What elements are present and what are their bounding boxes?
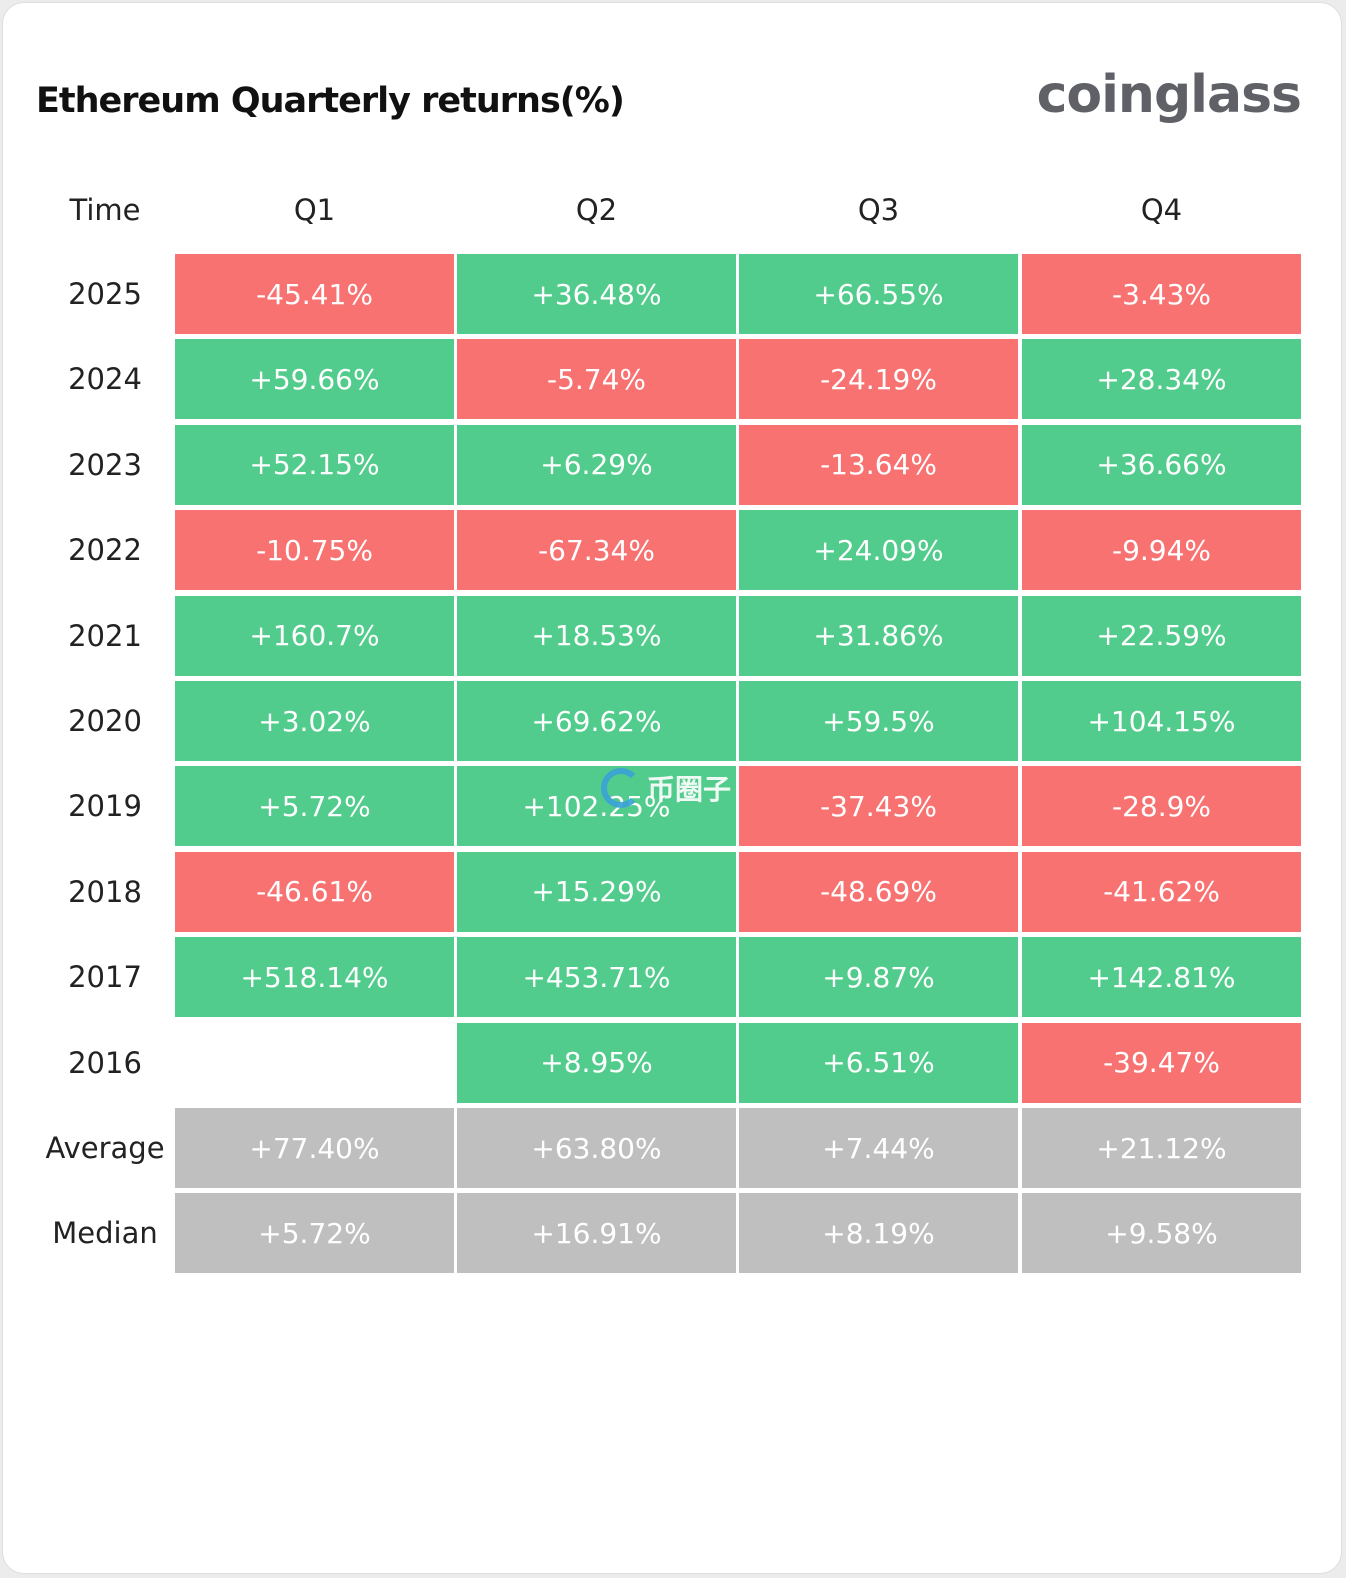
column-header: Q3 (857, 193, 900, 227)
row-label: 2022 (68, 533, 142, 568)
return-cell: -37.43% (739, 766, 1018, 847)
return-cell: +15.29% (457, 851, 736, 932)
return-cell: -13.64% (739, 424, 1018, 505)
watermark: 币圈子 (601, 763, 751, 813)
return-cell: +5.72% (175, 1193, 454, 1274)
title: Ethereum Quarterly returns(%) (36, 81, 625, 121)
brand-logo: coinglass (1036, 65, 1302, 125)
column-header: Q4 (1140, 193, 1183, 227)
return-cell: +59.5% (739, 681, 1018, 761)
return-cell: -48.69% (739, 851, 1018, 932)
row-label: 2019 (68, 789, 142, 824)
row-label: Average (45, 1131, 165, 1165)
return-cell: -67.34% (457, 510, 736, 591)
return-cell: -5.74% (457, 339, 736, 420)
row-label: 2016 (68, 1045, 142, 1080)
return-cell: -45.41% (175, 254, 454, 334)
column-header: Time (69, 193, 141, 227)
return-cell: +63.80% (457, 1108, 736, 1188)
return-cell: +9.58% (1022, 1193, 1301, 1274)
return-cell: -10.75% (175, 510, 454, 591)
return-cell: +66.55% (739, 254, 1018, 334)
return-cell: +69.62% (457, 681, 736, 761)
return-cell: +22.59% (1022, 595, 1301, 676)
return-cell: +21.12% (1022, 1108, 1301, 1188)
column-header: Q1 (293, 193, 336, 227)
return-cell: -3.43% (1022, 254, 1301, 334)
return-cell: +9.87% (739, 937, 1018, 1018)
return-cell: +8.95% (457, 1022, 736, 1103)
row-label: 2020 (68, 704, 142, 738)
return-cell: +18.53% (457, 595, 736, 676)
return-cell: +36.66% (1022, 424, 1301, 505)
return-cell: +453.71% (457, 937, 736, 1018)
return-cell: -28.9% (1022, 766, 1301, 847)
row-label: 2018 (68, 874, 142, 909)
return-cell: -41.62% (1022, 851, 1301, 932)
return-cell: +6.29% (457, 424, 736, 505)
return-cell: +24.09% (739, 510, 1018, 591)
row-label: Median (52, 1216, 158, 1251)
watermark-icon (601, 768, 641, 808)
return-cell: +77.40% (175, 1108, 454, 1188)
row-label: 2023 (68, 447, 142, 482)
return-cell: +160.7% (175, 595, 454, 676)
return-cell: -39.47% (1022, 1022, 1301, 1103)
return-cell: +31.86% (739, 595, 1018, 676)
row-label: 2021 (68, 618, 142, 653)
return-cell: +6.51% (739, 1022, 1018, 1103)
return-cell: +16.91% (457, 1193, 736, 1274)
return-cell: +7.44% (739, 1108, 1018, 1188)
row-label: 2025 (68, 277, 142, 311)
return-cell: +28.34% (1022, 339, 1301, 420)
return-cell: +8.19% (739, 1193, 1018, 1274)
return-cell: +59.66% (175, 339, 454, 420)
return-cell: +52.15% (175, 424, 454, 505)
return-cell: +3.02% (175, 681, 454, 761)
return-cell: -9.94% (1022, 510, 1301, 591)
column-header: Q2 (575, 193, 618, 227)
watermark-text: 币圈子 (647, 773, 732, 806)
return-cell: -24.19% (739, 339, 1018, 420)
return-cell: +518.14% (175, 937, 454, 1018)
return-cell: +102.25% (457, 766, 736, 847)
return-cell: -46.61% (175, 851, 454, 932)
return-cell: +104.15% (1022, 681, 1301, 761)
return-cell: +5.72% (175, 766, 454, 847)
row-label: 2017 (68, 960, 142, 995)
row-label: 2024 (68, 362, 142, 397)
return-cell: +142.81% (1022, 937, 1301, 1018)
return-cell: +36.48% (457, 254, 736, 334)
